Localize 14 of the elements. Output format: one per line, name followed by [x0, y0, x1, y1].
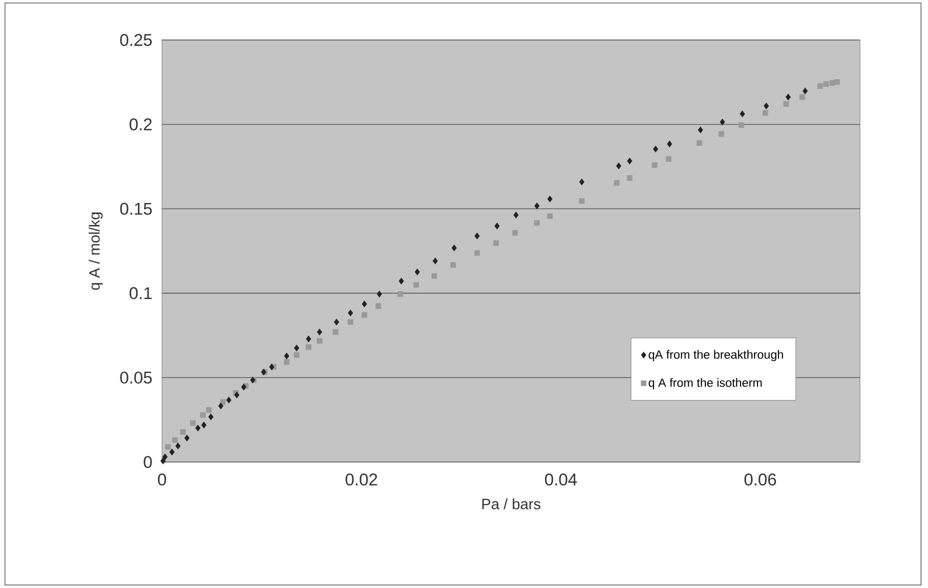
x-tick-label: 0.02: [346, 474, 378, 486]
y-tick-label: 0.1: [130, 287, 152, 300]
y-tick-label: 0: [144, 456, 152, 468]
y-axis-title: q A / mol/kg: [88, 212, 103, 290]
x-axis-title: Pa / bars: [482, 498, 540, 510]
legend-label: q A from the isotherm: [648, 378, 762, 390]
x-tick-label: 0.06: [744, 474, 776, 486]
legend-label: qA from the breakthrough: [648, 350, 783, 362]
y-tick-label: 0.05: [120, 372, 152, 384]
y-tick-label: 0.15: [120, 202, 152, 215]
y-tick-label: 0.2: [130, 118, 152, 130]
x-tick-label: 0: [158, 474, 166, 486]
x-tick-label: 0.04: [545, 474, 577, 486]
y-tick-label: 0.25: [120, 34, 152, 46]
